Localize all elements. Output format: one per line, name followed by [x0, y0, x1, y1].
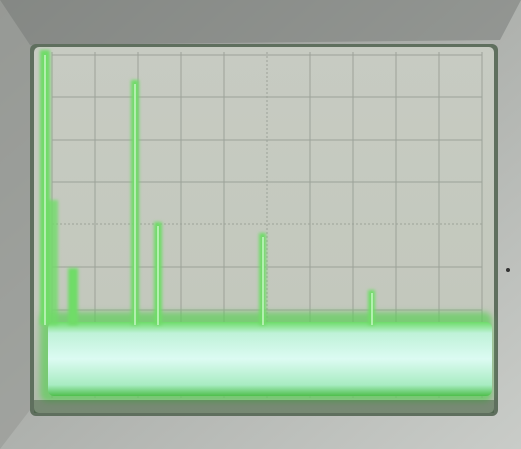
photo: [0, 0, 521, 449]
noise-floor: [48, 322, 492, 396]
bezel-side: [0, 0, 30, 449]
screen-bottom-shadow: [34, 400, 494, 413]
page: (() => { const data = JSON.parse(documen…: [0, 0, 521, 449]
peak: [68, 268, 78, 325]
bezel-shadow: [0, 0, 521, 45]
knob-marker: [506, 268, 510, 272]
peak: [48, 200, 58, 325]
